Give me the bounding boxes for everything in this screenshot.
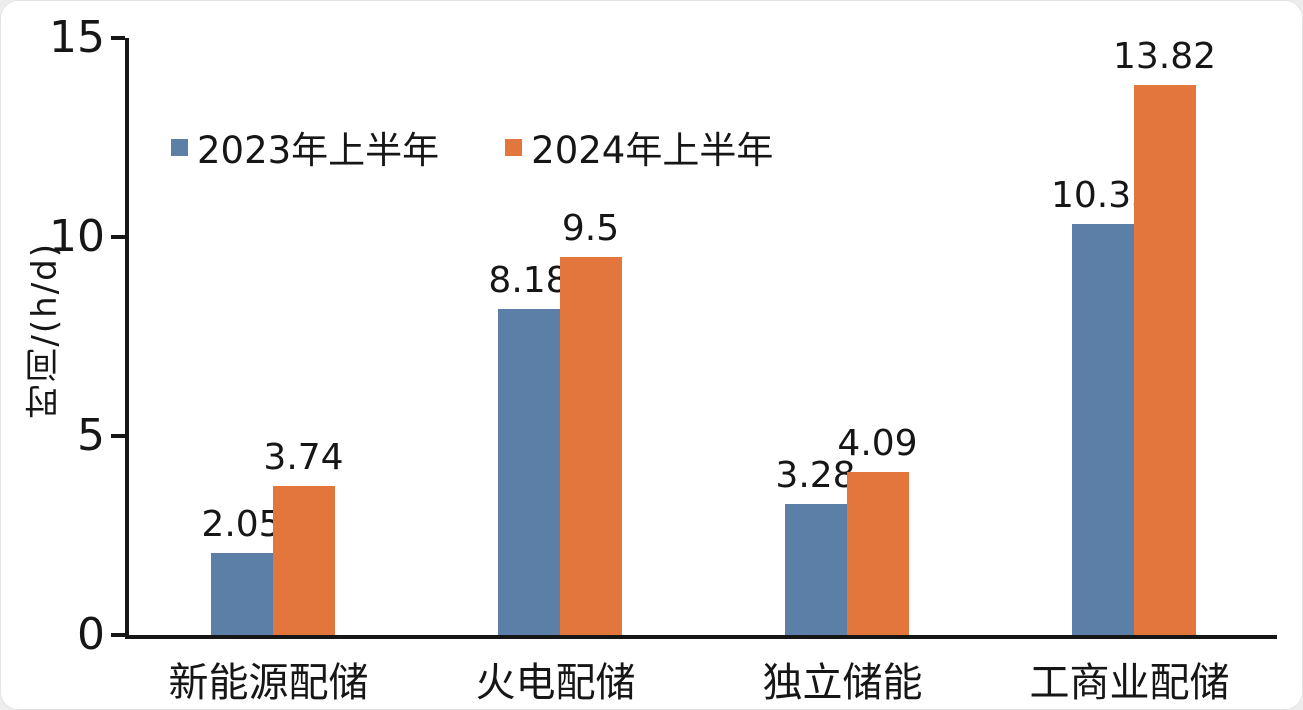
bar-series-1: 3.74	[263, 437, 344, 635]
bar-value-label: 3.74	[263, 437, 344, 479]
bar-group: 10.33 13.82	[990, 36, 1277, 635]
legend-label: 2024年上半年	[531, 129, 774, 172]
bar-value-label: 3.28	[775, 455, 856, 497]
legend: 2023年上半年 2024年上半年	[171, 120, 773, 174]
y-tick-label: 5	[77, 410, 105, 461]
bar-value-label: 2.05	[201, 504, 282, 546]
y-tick-label: 10	[49, 211, 105, 262]
y-tick-mark	[111, 434, 125, 438]
bar-group: 2.05 3.74	[129, 38, 416, 635]
legend-label: 2023年上半年	[197, 129, 440, 172]
bar-series-0: 3.28	[775, 455, 856, 635]
y-tick-label: 15	[49, 12, 105, 63]
bar-series-0: 10.33	[1051, 175, 1154, 635]
bar-value-label: 9.5	[561, 207, 620, 249]
legend-swatch	[505, 138, 523, 156]
bar-series-1: 13.82	[1113, 36, 1216, 635]
bar-group: 8.18 9.5	[416, 38, 703, 635]
y-tick-mark	[111, 633, 125, 637]
bar-value-label: 8.18	[488, 260, 569, 302]
y-axis-title: 时间/(h/d)	[25, 242, 65, 419]
plot-area: 2023年上半年 2024年上半年 2.05 3.74 8.18 9.5 3.28 4.09…	[125, 36, 1277, 639]
x-tick-label: 火电配储	[475, 660, 636, 706]
legend-item-0: 2023年上半年	[171, 120, 439, 174]
y-tick-label: 0	[77, 609, 105, 660]
x-axis-labels: 新能源配储 火电配储 独立储能 工商业配储	[125, 650, 1273, 708]
y-tick-mark	[111, 36, 125, 40]
bar-series-1: 9.5	[559, 208, 622, 635]
bar-value-label: 13.82	[1112, 35, 1217, 77]
legend-item-1: 2024年上半年	[505, 120, 773, 174]
bar-series-0: 2.05	[201, 504, 282, 635]
bar-series-1: 4.09	[837, 423, 918, 635]
x-tick-label: 独立储能	[762, 660, 923, 706]
x-tick-label: 新能源配储	[168, 660, 369, 706]
y-tick-mark	[111, 235, 125, 239]
bar-group: 3.28 4.09	[703, 38, 990, 635]
bar-series-0: 8.18	[488, 260, 569, 635]
legend-swatch	[171, 138, 188, 156]
x-tick-label: 工商业配储	[1029, 660, 1230, 706]
bar-value-label: 4.09	[837, 423, 918, 465]
